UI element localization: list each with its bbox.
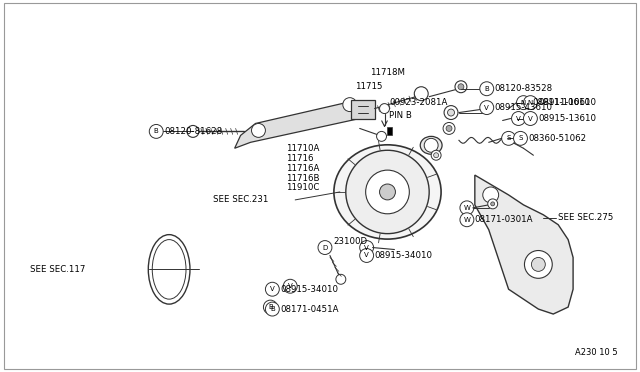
Text: 08120-83528: 08120-83528 [495, 84, 553, 93]
Circle shape [460, 201, 474, 215]
Text: B: B [484, 86, 489, 92]
Text: D: D [323, 244, 328, 250]
Text: V: V [528, 116, 532, 122]
Circle shape [516, 96, 531, 110]
Ellipse shape [420, 137, 442, 154]
Circle shape [447, 109, 454, 116]
Circle shape [252, 124, 266, 137]
Circle shape [511, 112, 525, 125]
Circle shape [446, 125, 452, 131]
Text: N: N [528, 100, 533, 106]
Text: 08911-10610: 08911-10610 [532, 98, 591, 107]
Circle shape [431, 150, 441, 160]
Text: 08360-51062: 08360-51062 [529, 134, 586, 143]
Circle shape [460, 213, 474, 227]
Polygon shape [235, 101, 367, 148]
Text: B: B [270, 306, 275, 312]
Circle shape [458, 84, 464, 90]
Circle shape [149, 125, 163, 138]
Polygon shape [351, 100, 374, 119]
Circle shape [480, 82, 493, 96]
Text: 11716A: 11716A [286, 164, 319, 173]
Text: W: W [463, 217, 470, 223]
Text: 11716: 11716 [286, 154, 314, 163]
Text: N: N [521, 100, 526, 106]
Ellipse shape [148, 235, 190, 304]
Text: 00923-2081A: 00923-2081A [390, 98, 448, 107]
Ellipse shape [334, 145, 441, 239]
Text: V: V [364, 244, 369, 250]
Text: 08915-34010: 08915-34010 [374, 251, 433, 260]
Text: SEE SEC.231: SEE SEC.231 [213, 195, 268, 204]
Text: V: V [364, 253, 369, 259]
Circle shape [365, 170, 410, 214]
Text: PIN B: PIN B [390, 111, 412, 120]
Circle shape [360, 248, 374, 262]
Bar [387, 128, 392, 135]
Text: 08915-34010: 08915-34010 [280, 285, 339, 294]
Circle shape [187, 125, 199, 137]
Circle shape [483, 187, 499, 203]
Text: V: V [484, 105, 489, 110]
Circle shape [531, 257, 545, 271]
Circle shape [284, 279, 297, 293]
Text: 08120-81628: 08120-81628 [164, 127, 222, 136]
Circle shape [380, 184, 396, 200]
Circle shape [524, 112, 538, 125]
Circle shape [480, 101, 493, 115]
Circle shape [491, 202, 495, 206]
Ellipse shape [152, 240, 186, 299]
Circle shape [444, 106, 458, 119]
Text: 11718M: 11718M [370, 68, 405, 77]
Text: 08171-0301A: 08171-0301A [475, 215, 533, 224]
Text: 11710A: 11710A [286, 144, 319, 153]
Circle shape [264, 300, 277, 314]
Text: 08171-0451A: 08171-0451A [280, 305, 339, 314]
Text: 08915-43610: 08915-43610 [495, 103, 553, 112]
Text: A230 10 5: A230 10 5 [575, 348, 618, 357]
Circle shape [434, 153, 438, 158]
Circle shape [266, 302, 279, 316]
Text: S: S [518, 135, 523, 141]
Text: 23100D: 23100D [333, 237, 367, 246]
Text: V: V [270, 286, 275, 292]
Circle shape [443, 122, 455, 134]
Circle shape [455, 81, 467, 93]
Circle shape [360, 241, 374, 254]
Text: 11715: 11715 [355, 82, 382, 91]
Text: SEE SEC.117: SEE SEC.117 [30, 265, 86, 274]
Text: B: B [268, 304, 273, 310]
Text: 08915-13610: 08915-13610 [538, 114, 596, 123]
Circle shape [336, 274, 346, 284]
Circle shape [488, 199, 498, 209]
Text: V: V [516, 116, 521, 122]
Text: W: W [463, 205, 470, 211]
Circle shape [502, 131, 516, 145]
Circle shape [376, 131, 387, 141]
Circle shape [343, 98, 356, 112]
Text: SEE SEC.275: SEE SEC.275 [558, 213, 614, 222]
Circle shape [513, 131, 527, 145]
Text: B: B [154, 128, 159, 134]
Circle shape [524, 250, 552, 278]
Circle shape [318, 241, 332, 254]
Polygon shape [475, 175, 573, 314]
Text: 08911-10610: 08911-10610 [538, 98, 596, 107]
Text: V: V [288, 283, 292, 289]
Text: S: S [506, 135, 511, 141]
Circle shape [266, 282, 279, 296]
Circle shape [424, 138, 438, 152]
Circle shape [524, 96, 538, 110]
Text: 11910C: 11910C [286, 183, 319, 192]
Circle shape [346, 150, 429, 234]
Circle shape [414, 87, 428, 101]
Text: 11716B: 11716B [286, 174, 320, 183]
Circle shape [380, 104, 390, 113]
